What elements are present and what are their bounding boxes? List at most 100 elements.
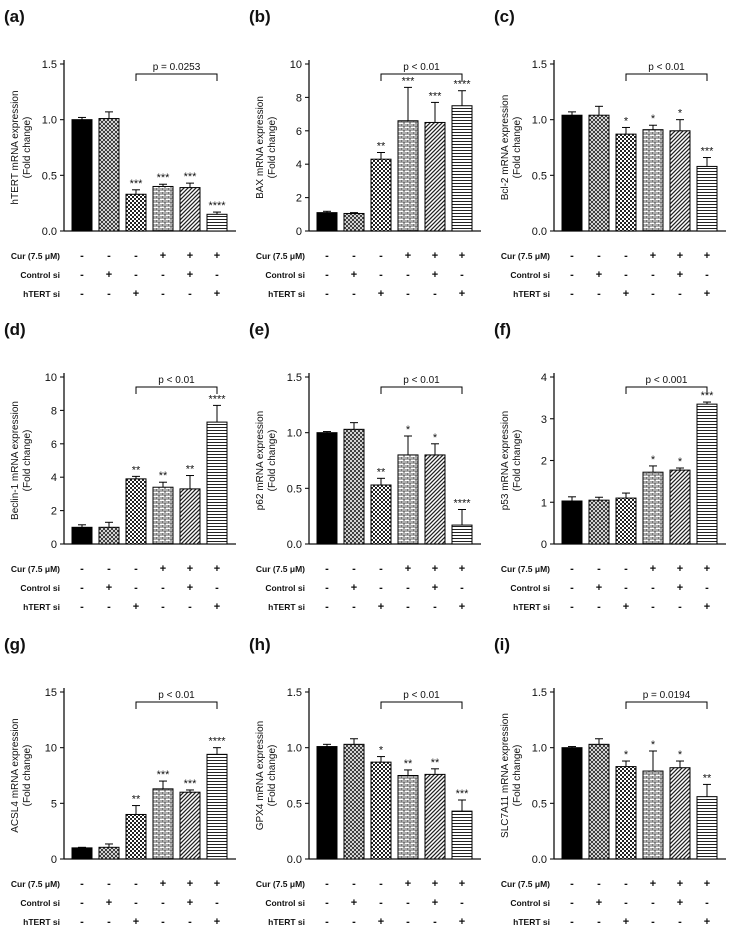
treatment-sign: +: [596, 582, 602, 594]
treatment-sign: +: [187, 582, 193, 594]
treatment-sign: -: [161, 897, 165, 909]
y-tick-label: 15: [45, 687, 57, 699]
treatment-sign: -: [651, 582, 655, 594]
significance-label: **: [186, 464, 195, 476]
bar-4: [397, 775, 419, 860]
comparison-bracket: [380, 386, 463, 394]
treatment-sign: +: [459, 288, 465, 300]
bar-5: [424, 454, 446, 545]
treatment-row-label: Cur (7.5 μM): [11, 879, 60, 889]
comparison-bracket: [625, 701, 708, 709]
treatment-sign: -: [379, 269, 383, 281]
bar-5: [669, 469, 691, 545]
y-tick-label: 10: [290, 59, 302, 71]
panel-label: (c): [494, 7, 515, 26]
panel-label: (d): [4, 320, 26, 339]
bar-3: [125, 813, 147, 860]
y-axis-title-line1: GPX4 mRNA expression: [255, 721, 266, 831]
treatment-sign: -: [460, 582, 464, 594]
y-axis-title-line2: (Fold change): [22, 430, 33, 492]
y-axis-title-line1: Beclin-1 mRNA expression: [10, 401, 21, 520]
treatment-sign: -: [406, 269, 410, 281]
significance-label: ***: [456, 788, 470, 800]
y-axis-title-line1: BAX mRNA expression: [255, 96, 266, 199]
treatment-sign: -: [624, 582, 628, 594]
treatment-sign: -: [570, 250, 574, 262]
treatment-sign: -: [406, 582, 410, 594]
comparison-bracket: [135, 386, 218, 394]
significance-label: **: [377, 466, 386, 478]
treatment-sign: +: [187, 563, 193, 575]
treatment-sign: +: [459, 601, 465, 613]
bar-4: [642, 471, 664, 545]
significance-label: *: [651, 113, 656, 125]
panel-label: (a): [4, 7, 25, 26]
treatment-sign: -: [325, 601, 329, 613]
y-tick-label: 0.5: [532, 170, 547, 182]
treatment-sign: -: [80, 582, 84, 594]
treatment-sign: -: [570, 288, 574, 300]
p-value-label: p < 0.01: [158, 690, 195, 701]
bar-6: [206, 213, 228, 232]
treatment-sign: +: [432, 250, 438, 262]
treatment-row-label: Control si: [265, 583, 305, 593]
y-axis-title: p53 mRNA expression(Fold change): [500, 411, 523, 511]
p-value-label: p < 0.01: [648, 62, 685, 73]
treatment-sign: +: [351, 269, 357, 281]
treatment-sign: +: [650, 563, 656, 575]
bar-6: [451, 524, 473, 545]
treatment-sign: -: [678, 916, 682, 928]
comparison-bracket: [625, 73, 708, 81]
y-tick-label: 0: [296, 226, 302, 238]
treatment-sign: -: [352, 250, 356, 262]
treatment-sign: -: [597, 916, 601, 928]
treatment-sign: +: [405, 250, 411, 262]
treatment-sign: -: [570, 269, 574, 281]
treatment-row-label: Cur (7.5 μM): [501, 564, 550, 574]
y-tick-label: 1.5: [42, 59, 57, 71]
treatment-sign: +: [677, 250, 683, 262]
y-axis-title-line2: (Fold change): [22, 745, 33, 807]
panel-label: (g): [4, 635, 26, 654]
bar-1: [71, 526, 93, 545]
bar-2: [98, 526, 120, 545]
treatment-sign: +: [677, 878, 683, 890]
treatment-sign: -: [325, 582, 329, 594]
panel-f: (f) p53 mRNA expression(Fold change) 0 1 2 3 4…: [494, 320, 726, 613]
y-axis-title: ACSL4 mRNA expression(Fold change): [10, 718, 33, 833]
treatment-sign: +: [677, 582, 683, 594]
treatment-sign: -: [134, 563, 138, 575]
treatment-sign: -: [570, 582, 574, 594]
treatment-sign: -: [624, 563, 628, 575]
bar-2: [98, 118, 120, 232]
treatment-row-label: hTERT si: [23, 602, 60, 612]
panel-a: (a) hTERT mRNA expression(Fold change) 0.0…: [4, 7, 236, 300]
y-tick-label: 10: [45, 743, 57, 755]
bar-5: [179, 488, 201, 545]
significance-label: *: [433, 432, 438, 444]
significance-label: *: [379, 745, 384, 757]
treatment-sign: +: [704, 601, 710, 613]
treatment-sign: +: [133, 288, 139, 300]
y-axis-title-line2: (Fold change): [22, 117, 33, 179]
treatment-row-label: Control si: [265, 270, 305, 280]
treatment-sign: -: [624, 878, 628, 890]
treatment-sign: +: [106, 269, 112, 281]
treatment-sign: -: [570, 601, 574, 613]
significance-label: **: [703, 772, 712, 784]
y-tick-label: 1.5: [287, 687, 302, 699]
p-value-label: p = 0.0194: [643, 690, 691, 701]
significance-label: ***: [157, 172, 171, 184]
significance-label: ***: [157, 769, 171, 781]
y-axis-title-line1: p53 mRNA expression: [500, 411, 511, 511]
treatment-row-label: Control si: [20, 583, 60, 593]
treatment-sign: +: [133, 601, 139, 613]
treatment-sign: +: [405, 878, 411, 890]
y-tick-label: 10: [45, 372, 57, 384]
significance-label: *: [678, 456, 683, 468]
y-tick-label: 0.5: [42, 170, 57, 182]
treatment-sign: -: [134, 897, 138, 909]
treatment-sign: -: [705, 897, 709, 909]
bar-3: [125, 478, 147, 545]
y-axis-title: BAX mRNA expression(Fold change): [255, 96, 278, 199]
